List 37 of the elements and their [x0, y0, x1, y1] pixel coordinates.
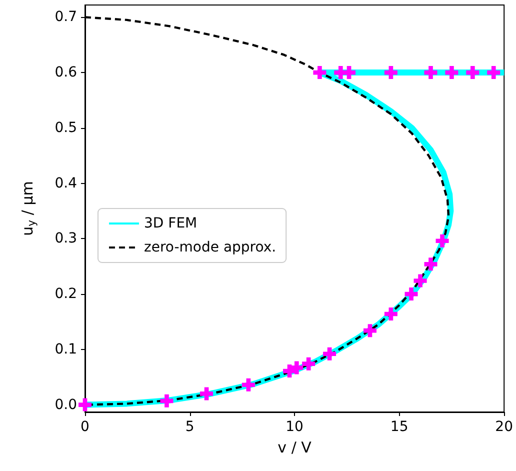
x-tick-label: 5: [185, 419, 194, 435]
x-tick-label: 15: [390, 419, 408, 435]
y-tick-label: 0.3: [54, 230, 77, 247]
legend-label: 3D FEM: [144, 216, 198, 232]
point: [487, 66, 500, 80]
point: [424, 258, 438, 271]
y-axis-title: uy / μm: [18, 181, 38, 236]
point: [323, 347, 336, 360]
point: [466, 66, 480, 80]
point: [302, 357, 316, 370]
point: [436, 234, 449, 248]
point: [290, 361, 304, 374]
x-tick-label: 20: [495, 419, 514, 435]
x-axis-title: v / V: [278, 438, 312, 456]
y-tick-label: 0.6: [54, 64, 78, 81]
y-tick-label: 0.2: [54, 286, 77, 302]
x-tick-label: 10: [286, 419, 304, 435]
point: [78, 398, 92, 412]
point: [242, 378, 255, 392]
point: [424, 66, 438, 80]
y-tick-label: 0.5: [54, 120, 77, 136]
point: [200, 387, 214, 400]
x-tick-label: 0: [80, 419, 90, 435]
point: [313, 66, 326, 80]
legend-label: zero-mode approx.: [144, 240, 276, 256]
point: [160, 394, 174, 408]
point: [363, 324, 376, 338]
point: [445, 66, 458, 80]
point: [414, 274, 427, 288]
point: [342, 66, 356, 80]
point: [404, 288, 418, 301]
point: [384, 307, 398, 320]
y-tick-label: 0.7: [54, 9, 77, 26]
y-tick-label: 0.0: [54, 396, 77, 413]
y-tick-label: 0.4: [54, 175, 78, 192]
point: [384, 66, 398, 80]
y-tick-label: 0.1: [54, 341, 77, 358]
